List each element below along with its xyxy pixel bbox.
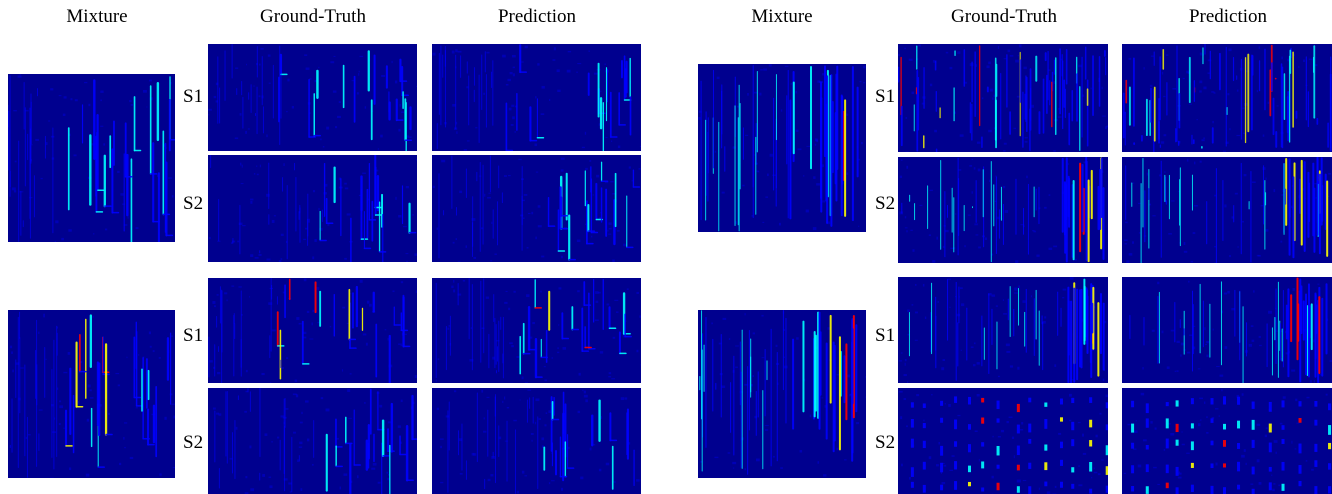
- spectrogram-prediction-s1: [1122, 44, 1332, 152]
- spectrogram-prediction-s1: [1122, 277, 1332, 383]
- spectrogram-ground-truth-s2: [898, 157, 1108, 263]
- label-s2: S2: [183, 193, 204, 214]
- header-left-prediction: Prediction: [497, 6, 577, 27]
- spectrogram-ground-truth-s2: [898, 388, 1108, 494]
- label-s1: S1: [183, 325, 204, 346]
- spectrogram-prediction-s2: [432, 155, 641, 262]
- spectrogram-mixture: [698, 64, 866, 232]
- label-s1: S1: [875, 325, 896, 346]
- spectrogram-ground-truth-s1: [898, 277, 1108, 383]
- header-left-ground-truth: Ground-Truth: [260, 6, 366, 27]
- spectrogram-mixture: [698, 310, 866, 478]
- header-right-ground-truth: Ground-Truth: [951, 6, 1057, 27]
- spectrogram-ground-truth-s1: [898, 44, 1108, 152]
- spectrogram-prediction-s2: [432, 388, 641, 494]
- spectrogram-prediction-s2: [1122, 388, 1332, 494]
- header-right-prediction: Prediction: [1188, 6, 1268, 27]
- label-s1: S1: [183, 86, 204, 107]
- spectrogram-prediction-s1: [432, 44, 641, 151]
- spectrogram-mixture: [8, 74, 175, 242]
- label-s2: S2: [875, 432, 896, 453]
- label-s2: S2: [875, 193, 896, 214]
- spectrogram-ground-truth-s1: [208, 278, 417, 383]
- spectrogram-prediction-s1: [432, 278, 641, 383]
- spectrogram-mixture: [8, 310, 175, 478]
- label-s1: S1: [875, 86, 896, 107]
- spectrogram-prediction-s2: [1122, 157, 1332, 263]
- spectrogram-ground-truth-s2: [208, 388, 417, 494]
- spectrogram-ground-truth-s2: [208, 155, 417, 262]
- header-right-mixture: Mixture: [751, 6, 813, 27]
- spectrogram-ground-truth-s1: [208, 44, 417, 151]
- label-s2: S2: [183, 432, 204, 453]
- header-left-mixture: Mixture: [66, 6, 128, 27]
